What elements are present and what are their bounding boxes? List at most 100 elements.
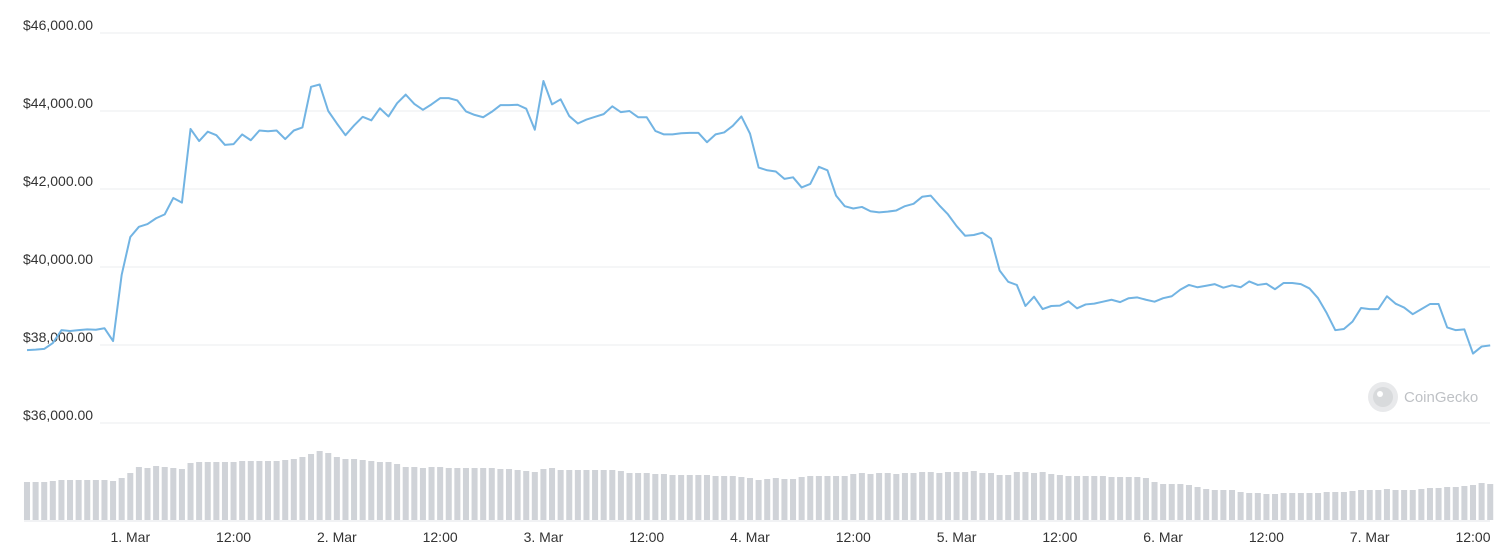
volume-bar — [583, 470, 590, 520]
x-tick-label: 12:00 — [216, 529, 251, 545]
volume-bar — [290, 459, 297, 520]
volume-bar — [428, 467, 435, 520]
watermark-logo-eye — [1377, 391, 1383, 397]
volume-bar — [1082, 476, 1089, 520]
volume-bar — [187, 463, 194, 520]
volume-bar — [738, 477, 745, 520]
volume-bar — [1263, 494, 1270, 520]
volume-bar — [1074, 476, 1081, 520]
volume-bar — [523, 471, 530, 520]
volume-bar — [867, 474, 874, 520]
volume-bar — [1237, 492, 1244, 520]
volume-bar — [127, 473, 134, 520]
volume-bar — [824, 476, 831, 520]
volume-bar — [987, 473, 995, 520]
volume-bar — [299, 457, 306, 520]
x-tick-label: 1. Mar — [110, 529, 150, 545]
volume-bar — [549, 468, 556, 520]
volume-bar — [437, 467, 444, 520]
volume-bar — [32, 482, 39, 520]
y-tick-label: $36,000.00 — [23, 407, 93, 423]
volume-bar — [617, 471, 624, 520]
volume-bar — [1005, 475, 1012, 520]
volume-bar — [893, 474, 900, 520]
volume-bar — [316, 451, 323, 520]
volume-bar — [652, 474, 659, 520]
volume-bar — [1375, 490, 1382, 520]
volume-bar — [1452, 487, 1459, 520]
watermark-logo-inner — [1373, 387, 1393, 407]
volume-bar — [1297, 493, 1304, 520]
y-tick-label: $44,000.00 — [23, 95, 93, 111]
volume-bar — [239, 461, 246, 520]
volume-bar — [471, 468, 478, 520]
volume-bar — [1185, 485, 1192, 520]
volume-bar — [540, 469, 547, 520]
volume-bar — [1487, 484, 1494, 520]
volume-bar — [1177, 484, 1184, 520]
y-tick-label: $40,000.00 — [23, 251, 93, 267]
volume-bar — [1160, 484, 1167, 520]
x-tick-label: 12:00 — [836, 529, 871, 545]
volume-bar — [376, 462, 383, 520]
volume-bar — [144, 468, 151, 520]
volume-bar — [411, 467, 418, 520]
volume-bar — [1203, 489, 1210, 520]
volume-bar — [1409, 490, 1416, 520]
volume-bar — [1332, 492, 1339, 520]
volume-bar — [944, 472, 951, 520]
volume-bar — [58, 480, 65, 520]
volume-bar — [764, 479, 771, 520]
volume-bar — [1272, 494, 1279, 520]
volume-bar — [1426, 488, 1433, 520]
x-tick-label: 7. Mar — [1350, 529, 1390, 545]
grid — [100, 32, 1490, 424]
x-tick-label: 5. Mar — [937, 529, 977, 545]
volume-bar — [626, 473, 633, 520]
volume-bar — [669, 475, 676, 520]
volume-bar — [204, 462, 211, 520]
volume-bar — [979, 473, 986, 520]
volume-bar — [660, 474, 667, 520]
volume-bar — [221, 462, 228, 520]
volume-bar — [592, 470, 599, 520]
volume-bar — [712, 476, 719, 520]
volume-bar — [910, 473, 917, 520]
volume-bar — [1117, 477, 1124, 520]
volume-bar — [686, 475, 693, 520]
volume-bar — [901, 473, 908, 520]
volume-bar — [695, 475, 702, 520]
volume-bar — [833, 476, 840, 520]
volume-bar — [798, 477, 805, 520]
volume-bar — [755, 480, 762, 520]
x-tick-label: 12:00 — [629, 529, 664, 545]
volume-bar — [609, 470, 616, 520]
volume-bar — [1048, 474, 1055, 520]
volume-bar — [308, 454, 315, 520]
volume-bar — [815, 476, 822, 520]
volume-bar — [196, 462, 203, 520]
volume-bar — [746, 478, 754, 520]
y-tick-label: $46,000.00 — [23, 17, 93, 33]
volume-bar — [1125, 477, 1132, 520]
volume-bar — [1091, 476, 1098, 520]
volume-bar — [161, 467, 168, 520]
x-tick-label: 12:00 — [1455, 529, 1490, 545]
volume-bar — [790, 479, 797, 520]
volume-bar — [1246, 493, 1253, 520]
volume-bar — [1478, 483, 1485, 520]
volume-bar — [282, 460, 289, 520]
volume-bar — [247, 461, 254, 520]
volume-bar — [1142, 478, 1149, 520]
volume-bars — [23, 451, 1494, 520]
volume-bar — [703, 475, 710, 520]
volume-bar — [1056, 475, 1063, 520]
x-tick-label: 12:00 — [423, 529, 458, 545]
volume-bar — [936, 473, 943, 520]
volume-bar — [1039, 472, 1046, 520]
volume-bar — [1315, 493, 1322, 520]
volume-bar — [962, 472, 969, 520]
volume-bar — [75, 480, 82, 520]
volume-bar — [178, 469, 185, 520]
volume-bar — [1168, 484, 1175, 520]
